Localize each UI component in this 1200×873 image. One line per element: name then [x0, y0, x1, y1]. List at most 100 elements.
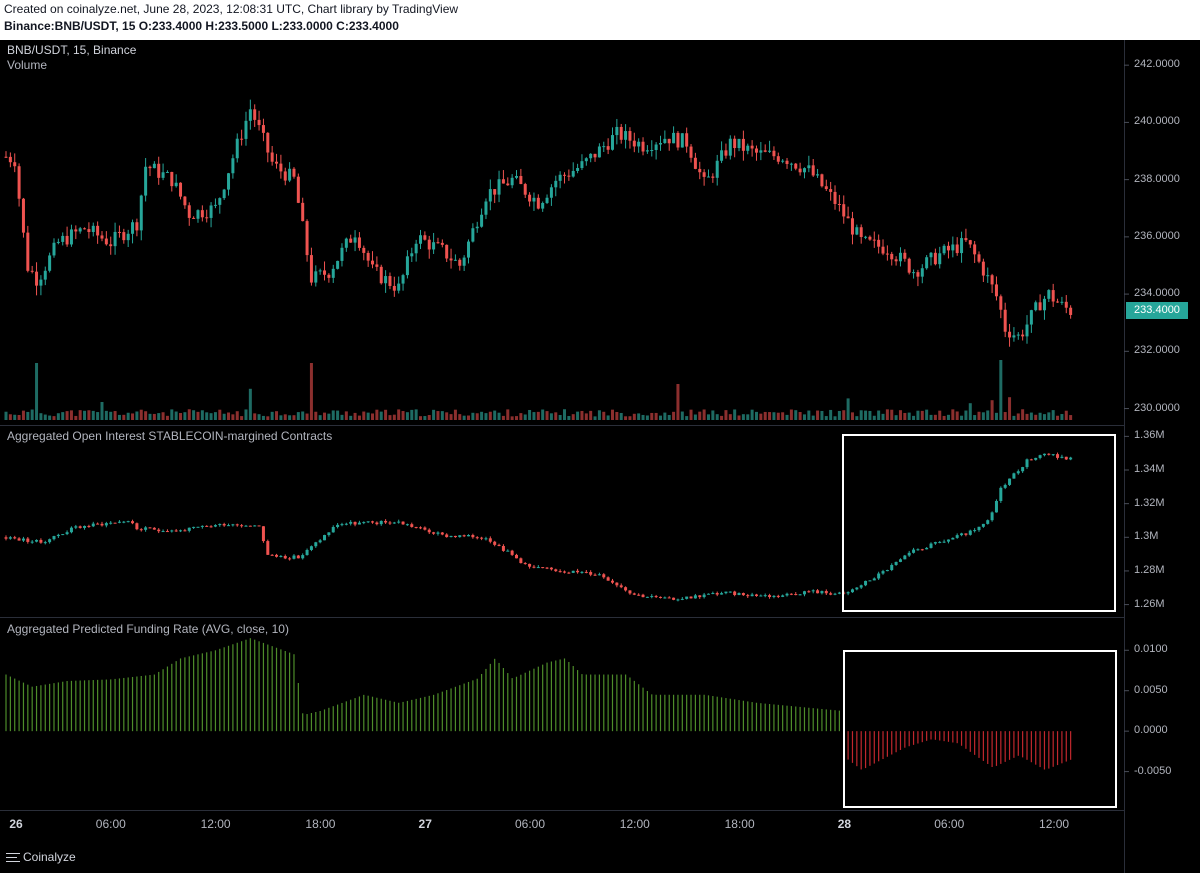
oi-candle: [933, 542, 937, 544]
price-candle: [733, 138, 737, 149]
price-candle: [497, 179, 501, 195]
oi-candle: [715, 593, 719, 595]
volume-bar: [676, 384, 680, 420]
price-candle: [65, 235, 69, 245]
price-candle: [467, 241, 471, 258]
oi-candle: [951, 537, 955, 540]
price-candle: [375, 264, 379, 267]
price-candle: [270, 152, 274, 162]
price-candle: [104, 238, 108, 245]
volume-bar: [610, 409, 614, 420]
oi-candle: [205, 525, 209, 527]
oi-candle: [850, 589, 854, 593]
x-tick-label: 06:00: [95, 817, 126, 831]
price-candle: [619, 126, 623, 140]
chart-area[interactable]: BNB/USDT, 15, Binance Volume Aggregated …: [0, 40, 1200, 873]
oi-candle: [139, 529, 143, 531]
volume-bar: [536, 411, 540, 420]
price-candle: [17, 166, 21, 199]
price-candle: [179, 182, 183, 197]
oi-candle: [148, 527, 152, 529]
oi-candle: [480, 537, 484, 539]
oi-candle: [309, 546, 313, 550]
volume-bar: [174, 411, 178, 420]
price-candle: [702, 172, 706, 177]
oi-candle: [667, 597, 671, 599]
oi-candle: [340, 524, 344, 526]
oi-candle: [833, 593, 837, 595]
price-candle: [152, 163, 156, 169]
volume-bar: [231, 414, 235, 420]
volume-bar: [179, 413, 183, 420]
price-candle: [580, 161, 584, 169]
volume-bar: [750, 409, 754, 420]
oi-candle: [196, 526, 200, 528]
volume-bar: [131, 413, 135, 420]
volume-bar: [741, 414, 745, 420]
volume-bar: [554, 412, 558, 420]
volume-bar: [301, 411, 305, 420]
volume-bar: [56, 413, 60, 420]
oi-candle: [597, 574, 601, 576]
price-candle: [715, 160, 719, 178]
price-candle: [977, 254, 981, 262]
coinalyze-logo[interactable]: Coinalyze: [6, 850, 76, 864]
volume-bar: [619, 412, 623, 420]
price-candle: [266, 132, 270, 153]
price-candle: [222, 189, 226, 199]
price-candle: [288, 168, 292, 181]
x-tick-label: 26: [9, 817, 23, 831]
volume-bar: [877, 410, 881, 420]
oi-candle: [532, 566, 536, 568]
price-candle: [667, 138, 671, 144]
price-candle: [87, 229, 91, 233]
oi-candle: [872, 578, 876, 581]
price-candle: [397, 283, 401, 291]
price-candle: [314, 271, 318, 283]
volume-bar: [855, 416, 859, 420]
oi-candle: [968, 530, 972, 535]
chart-canvas[interactable]: [0, 40, 1200, 873]
volume-pane-title: Volume: [7, 58, 48, 72]
oi-candle: [903, 555, 907, 560]
oi-candle: [87, 525, 91, 527]
oi-candle: [632, 593, 636, 595]
oi-candle: [977, 526, 981, 531]
oi-candle: [986, 520, 990, 524]
y-tick-label: 0.0100: [1134, 643, 1168, 656]
price-candle: [78, 228, 82, 232]
price-candle: [157, 163, 161, 178]
price-candle: [698, 168, 702, 173]
oi-candle: [74, 526, 78, 528]
price-candle: [593, 153, 597, 158]
price-candle: [750, 145, 754, 149]
y-tick-label: 234.0000: [1134, 287, 1180, 300]
volume-bar: [833, 416, 837, 420]
oi-candle: [528, 563, 532, 567]
oi-candle: [427, 529, 431, 533]
volume-bar: [632, 413, 636, 420]
price-candle: [100, 235, 104, 239]
price-candle: [43, 270, 47, 280]
price-candle: [56, 241, 60, 243]
volume-bar: [864, 410, 868, 420]
volume-bar: [907, 412, 911, 420]
oi-candle: [152, 527, 156, 530]
price-candle: [275, 161, 279, 164]
volume-bar: [83, 410, 87, 420]
oi-candle: [209, 526, 213, 528]
price-candle: [545, 197, 549, 203]
oi-candle: [794, 594, 798, 596]
price-candle: [187, 205, 191, 218]
oi-candle: [1012, 473, 1016, 479]
price-candle: [685, 133, 689, 147]
price-candle: [1069, 307, 1073, 315]
volume-bar: [157, 413, 161, 420]
price-candle: [541, 202, 545, 209]
oi-candle: [602, 574, 606, 578]
price-candle: [26, 232, 30, 271]
oi-candle: [746, 595, 750, 597]
funding-pane-title: Aggregated Predicted Funding Rate (AVG, …: [7, 622, 289, 636]
oi-candle: [235, 524, 239, 526]
volume-bar: [1025, 413, 1029, 420]
